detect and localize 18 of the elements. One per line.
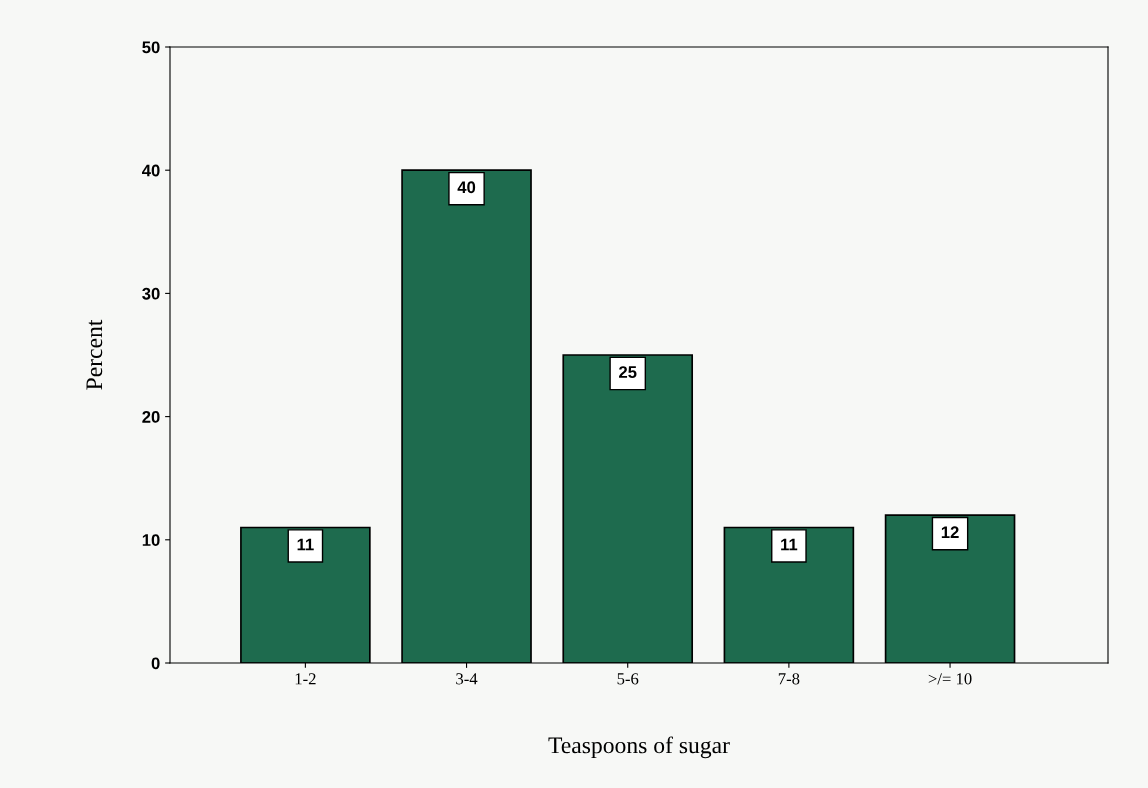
x-tick-label: 7-8 xyxy=(778,673,800,685)
y-tick-label: 30 xyxy=(142,287,160,300)
y-tick-label: 10 xyxy=(142,534,160,546)
y-tick-label: 50 xyxy=(142,41,160,54)
x-axis-title: Teaspoons of sugar xyxy=(548,736,730,759)
data-label: 11 xyxy=(297,538,314,551)
x-tick-label: >/= 10 xyxy=(928,673,972,685)
data-label: 11 xyxy=(781,538,798,551)
y-tick-label: 40 xyxy=(141,164,160,177)
data-label: 40 xyxy=(457,181,476,194)
x-tick-label: 1-2 xyxy=(295,673,316,685)
y-tick-label: 0 xyxy=(151,657,160,670)
x-tick-label: 5-6 xyxy=(617,673,639,685)
data-label: 12 xyxy=(941,526,959,538)
x-tick-label: 3-4 xyxy=(456,673,478,685)
y-tick-label: 20 xyxy=(142,411,160,423)
y-axis-title: Percent xyxy=(86,319,103,390)
data-label: 25 xyxy=(619,366,637,378)
